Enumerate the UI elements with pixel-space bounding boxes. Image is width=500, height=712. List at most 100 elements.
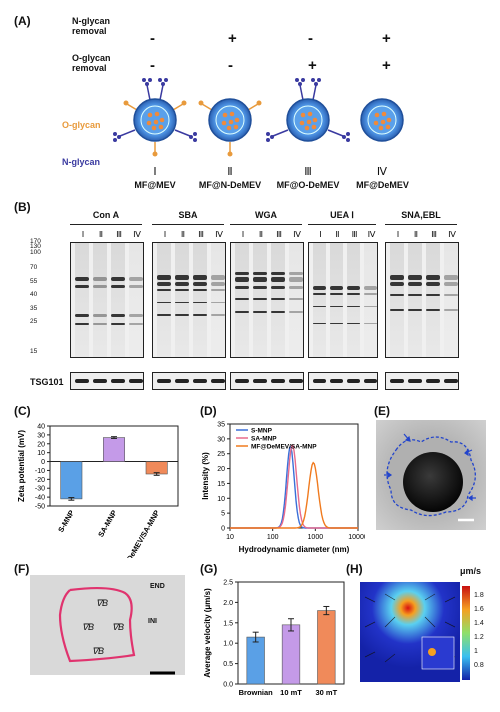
- lane-label: Ⅳ: [133, 229, 141, 239]
- y-tick-label: 2.0: [223, 600, 233, 607]
- sign-1-3: -: [308, 30, 313, 47]
- blot-band: [253, 286, 267, 290]
- bar: [281, 624, 301, 685]
- sign-1-4: +: [382, 30, 391, 47]
- tsg101-label: TSG101: [30, 377, 64, 387]
- lane-label: Ⅱ: [258, 229, 264, 239]
- lane-label: Ⅲ: [198, 229, 204, 239]
- blot-band: [93, 285, 107, 289]
- name-4: MF@DeMEV: [356, 180, 409, 190]
- blot-band: [235, 277, 249, 283]
- bar: [60, 461, 83, 500]
- blot-band: [289, 277, 303, 283]
- panel-b-label: (B): [14, 200, 31, 214]
- tem-image: [376, 420, 486, 530]
- lectin-label: SBA: [178, 210, 198, 220]
- blot-band: [253, 297, 267, 300]
- blot-band: [93, 313, 107, 317]
- blot-band: [157, 288, 171, 291]
- y-axis-label: Zeta potential (mV): [17, 430, 26, 502]
- gradient-label-bottom: ∇B: [92, 646, 105, 656]
- nglycan-removal-line2: removal: [72, 26, 107, 36]
- blot-2: [152, 242, 226, 358]
- vesicle-illustrations: [113, 78, 404, 157]
- lane-label: Ⅲ: [431, 229, 437, 239]
- blot-band: [347, 322, 360, 324]
- blot-band: [390, 281, 404, 286]
- blot-band: [129, 285, 143, 289]
- mw-marker: 100: [30, 249, 41, 256]
- sign-2-1: -: [150, 57, 155, 74]
- blot-3: [230, 242, 304, 358]
- tsg101-band: [253, 379, 267, 383]
- blot-band: [129, 277, 143, 282]
- panel-d-label: (D): [200, 404, 217, 418]
- tsg101-blot-4: [308, 372, 378, 390]
- tsg101-band: [235, 379, 249, 383]
- blot-band: [157, 281, 171, 286]
- blot-band: [390, 274, 404, 280]
- nglycan-removal-label: N-glycan removal: [72, 16, 110, 36]
- y-tick-label: 30: [37, 432, 45, 439]
- blot-band: [111, 322, 125, 325]
- colorbar: [462, 586, 470, 680]
- lane-smear: [390, 243, 404, 357]
- y-tick-label: 10: [217, 496, 225, 503]
- lane-smear: [289, 243, 303, 357]
- tsg101-band: [93, 379, 107, 383]
- colorbar-tick-label: 1.6: [474, 606, 484, 613]
- blot-band: [271, 271, 285, 275]
- blot-band: [408, 309, 422, 312]
- legend-label: MF@DeMEV/SA-MNP: [251, 444, 317, 451]
- tsg101-band: [444, 379, 458, 383]
- blot-band: [193, 302, 207, 304]
- lane-label: Ⅰ: [319, 229, 322, 239]
- blot-band: [444, 281, 458, 286]
- y-tick-label: 2.5: [223, 580, 233, 587]
- blot-band: [444, 294, 458, 297]
- lectin-label: Con A: [92, 210, 120, 220]
- blot-band: [313, 293, 326, 296]
- lane-smear: [129, 243, 143, 357]
- blot-band: [93, 277, 107, 282]
- panel-h-label: (H): [346, 562, 363, 576]
- tsg101-band: [347, 379, 360, 383]
- blot-band: [289, 311, 303, 314]
- nglycan-removal-line1: N-glycan: [72, 16, 111, 26]
- blot-band: [289, 286, 303, 290]
- oglycan-removal-label: O-glycan removal: [72, 53, 111, 73]
- lane-label: Ⅰ: [396, 229, 400, 239]
- vesicle-4: [360, 98, 404, 142]
- tsg101-blot-3: [230, 372, 304, 390]
- lane-smear: [193, 243, 207, 357]
- vesicle-3: [266, 78, 350, 142]
- blot-band: [426, 309, 440, 312]
- lane-smear: [211, 243, 225, 357]
- tsg101-band: [390, 379, 404, 383]
- lane-smear: [444, 243, 458, 357]
- blot-band: [175, 288, 189, 291]
- lectin-label: SNA,EBL: [401, 210, 441, 220]
- blot-band: [253, 311, 267, 314]
- flow-field-map: [360, 582, 460, 682]
- y-tick-label: 20: [217, 466, 225, 473]
- vesicle-2: [198, 98, 262, 157]
- legend-label: S-MNP: [251, 428, 273, 435]
- lane-smear: [364, 243, 377, 357]
- blot-band: [175, 313, 189, 316]
- category-label: SA-MNP: [96, 509, 119, 539]
- blot-band: [330, 305, 343, 307]
- x-tick-label: 100: [267, 534, 279, 541]
- mw-marker: 35: [30, 305, 38, 312]
- tsg101-blot-2: [152, 372, 226, 390]
- lane-label: Ⅱ: [98, 229, 104, 239]
- ini-label: INI: [148, 618, 157, 625]
- tsg101-band: [313, 379, 326, 383]
- blot-band: [426, 294, 440, 297]
- tsg101-band: [193, 379, 207, 383]
- nglycan-legend-label: N-glycan: [62, 157, 101, 167]
- tsg101-blot-5: [385, 372, 459, 390]
- lane-label: Ⅲ: [116, 229, 122, 239]
- blot-band: [347, 305, 360, 307]
